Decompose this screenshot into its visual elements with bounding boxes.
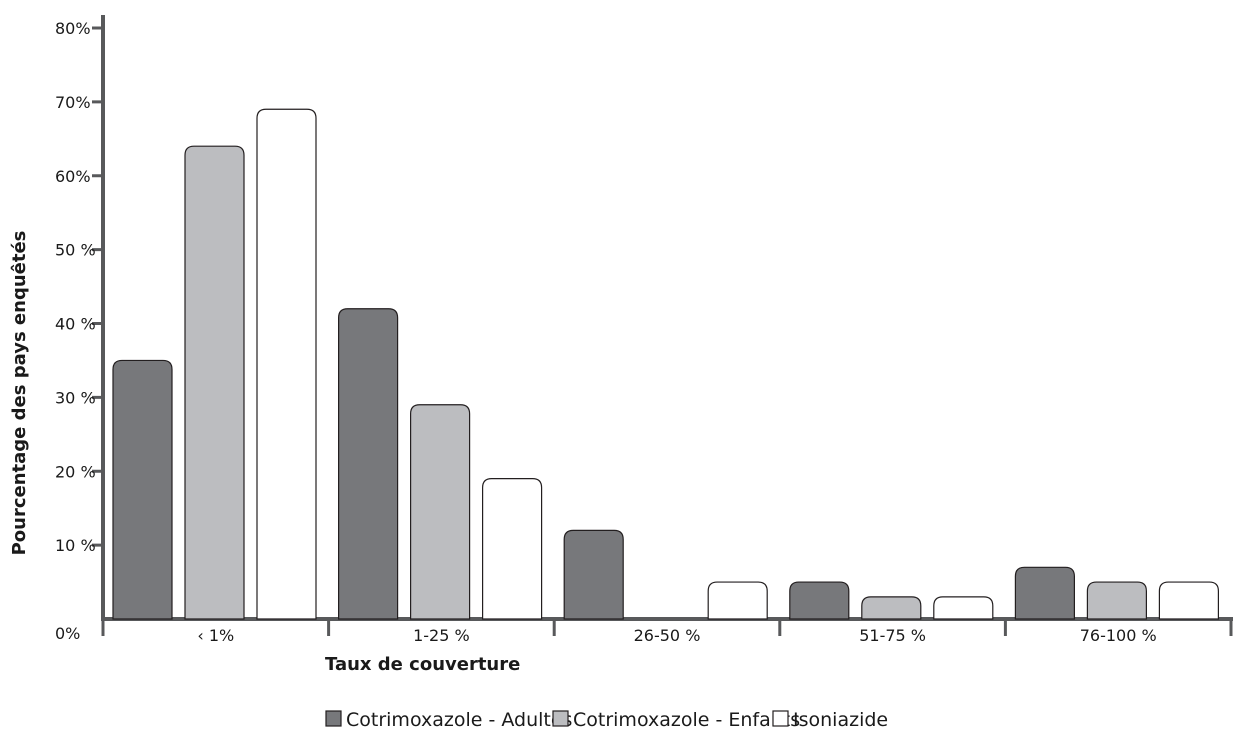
- bar: [482, 478, 543, 620]
- bar: [789, 581, 850, 620]
- y-tick-label: 60%: [55, 167, 91, 186]
- bar: [1086, 581, 1147, 620]
- bar: [184, 145, 245, 620]
- x-axis-title: Taux de couverture: [325, 654, 520, 675]
- bar: [338, 308, 399, 620]
- legend-swatch: [552, 710, 569, 727]
- y-tick-label: 40 %: [55, 315, 96, 334]
- bars: [112, 108, 1219, 620]
- y-tick-label: 0%: [55, 624, 80, 643]
- legend: Cotrimoxazole - Adultes Cotrimoxazole - E…: [325, 709, 888, 731]
- y-tick-label: 80%: [55, 19, 91, 38]
- legend-swatch: [325, 710, 342, 727]
- y-axis: 0% 10 % 20 % 30 % 40 % 50 % 60% 70% 80%: [55, 15, 105, 643]
- x-tick-label: 26-50 %: [634, 626, 701, 645]
- bar: [1014, 566, 1075, 620]
- x-tick-label: 76-100 %: [1080, 626, 1157, 645]
- y-tick-label: 50 %: [55, 241, 96, 260]
- legend-label: Cotrimoxazole - Adultes: [346, 709, 572, 731]
- x-tick-label: 51-75 %: [859, 626, 926, 645]
- bar: [861, 596, 922, 620]
- bar: [112, 359, 173, 620]
- legend-label: Isoniazide: [793, 709, 888, 731]
- y-tick-label: 70%: [55, 93, 91, 112]
- x-axis: ‹ 1% 1-25 % 26-50 % 51-75 % 76-100 %: [101, 617, 1233, 645]
- x-tick-label: 1-25 %: [413, 626, 470, 645]
- y-axis-title: Pourcentage des pays enquêtés: [9, 231, 30, 556]
- bar: [1158, 581, 1219, 620]
- y-tick-label: 10 %: [55, 536, 96, 555]
- legend-swatch: [772, 710, 789, 727]
- bar: [933, 596, 994, 620]
- bar: [256, 108, 317, 620]
- bar: [707, 581, 768, 620]
- y-tick-label: 30 %: [55, 388, 96, 407]
- bar: [563, 529, 624, 620]
- y-tick-label: 20 %: [55, 462, 96, 481]
- legend-label: Cotrimoxazole - Enfants: [573, 709, 800, 731]
- x-tick-label: ‹ 1%: [197, 626, 234, 645]
- bar: [410, 404, 471, 620]
